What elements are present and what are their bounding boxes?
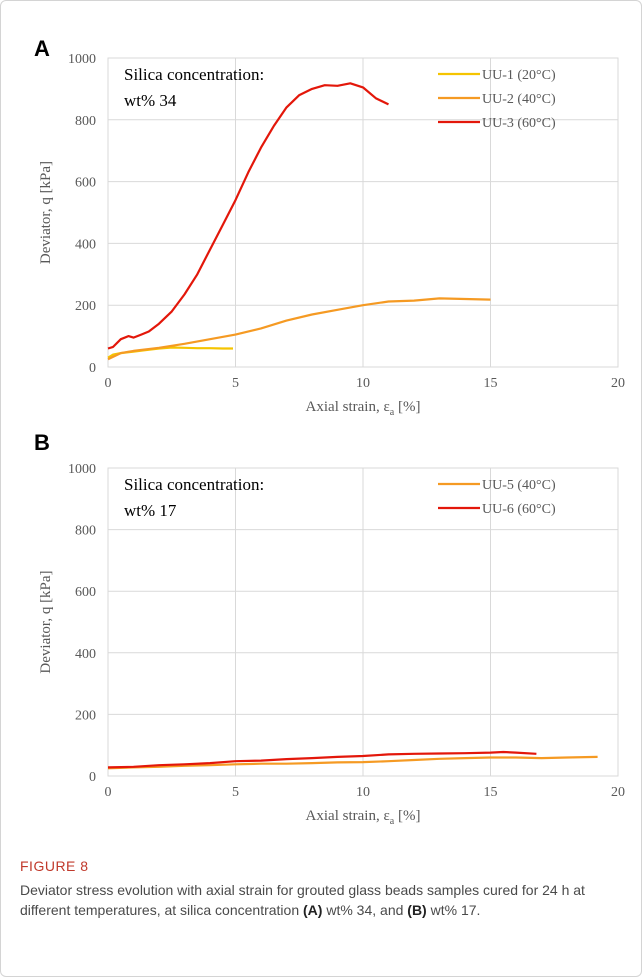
series-line-2 — [107, 750, 537, 769]
annotation-line-2: wt% 17 — [124, 501, 177, 520]
series-line-1 — [107, 755, 598, 770]
x-tick-label: 20 — [611, 376, 625, 391]
x-tick-label: 5 — [232, 376, 239, 391]
y-tick-label: 1000 — [68, 52, 96, 67]
annotation-line-1: Silica concentration: — [124, 475, 264, 494]
series-line-2 — [107, 297, 491, 361]
caption-text-2: wt% 34, and — [322, 902, 408, 918]
x-tick-label: 5 — [232, 785, 239, 800]
x-tick-label: 0 — [105, 785, 112, 800]
figure-label: FIGURE 8 — [20, 858, 89, 874]
y-tick-label: 400 — [75, 647, 96, 662]
x-tick-label: 15 — [484, 785, 498, 800]
y-tick-label: 800 — [75, 114, 96, 129]
y-axis-title: Deviator, q [kPa] — [38, 570, 54, 673]
y-tick-label: 200 — [75, 299, 96, 314]
caption-bold-b: (B) — [407, 902, 427, 918]
y-tick-label: 200 — [75, 708, 96, 723]
y-tick-label: 0 — [89, 361, 96, 376]
caption-text-1: Deviator stress evolution with axial str… — [20, 882, 585, 918]
legend-label-2: UU-2 (40°C) — [482, 92, 556, 107]
x-tick-label: 20 — [611, 785, 625, 800]
x-axis-title: Axial strain, εa [%] — [306, 808, 421, 827]
legend-label-2: UU-6 (60°C) — [482, 502, 556, 517]
x-tick-label: 10 — [356, 785, 370, 800]
annotation-line-1: Silica concentration: — [124, 65, 264, 84]
y-tick-label: 400 — [75, 237, 96, 252]
y-tick-label: 1000 — [68, 462, 96, 477]
y-axis-title: Deviator, q [kPa] — [38, 161, 54, 264]
caption-text-3: wt% 17. — [426, 902, 481, 918]
annotation-line-2: wt% 34 — [124, 91, 177, 110]
y-tick-label: 0 — [89, 770, 96, 785]
panel-label-a: A — [34, 36, 50, 61]
y-tick-label: 600 — [75, 585, 96, 600]
x-tick-label: 15 — [484, 376, 498, 391]
x-tick-label: 10 — [356, 376, 370, 391]
legend-label-1: UU-5 (40°C) — [482, 478, 556, 493]
x-axis-title: Axial strain, εa [%] — [306, 399, 421, 418]
figure-caption: Deviator stress evolution with axial str… — [20, 880, 620, 920]
caption-bold-a: (A) — [303, 902, 323, 918]
legend-label-1: UU-1 (20°C) — [482, 68, 556, 83]
y-tick-label: 800 — [75, 524, 96, 539]
y-tick-label: 600 — [75, 176, 96, 191]
panel-label-b: B — [34, 430, 50, 455]
series-line-3 — [107, 82, 389, 350]
x-tick-label: 0 — [105, 376, 112, 391]
legend-label-3: UU-3 (60°C) — [482, 116, 556, 131]
